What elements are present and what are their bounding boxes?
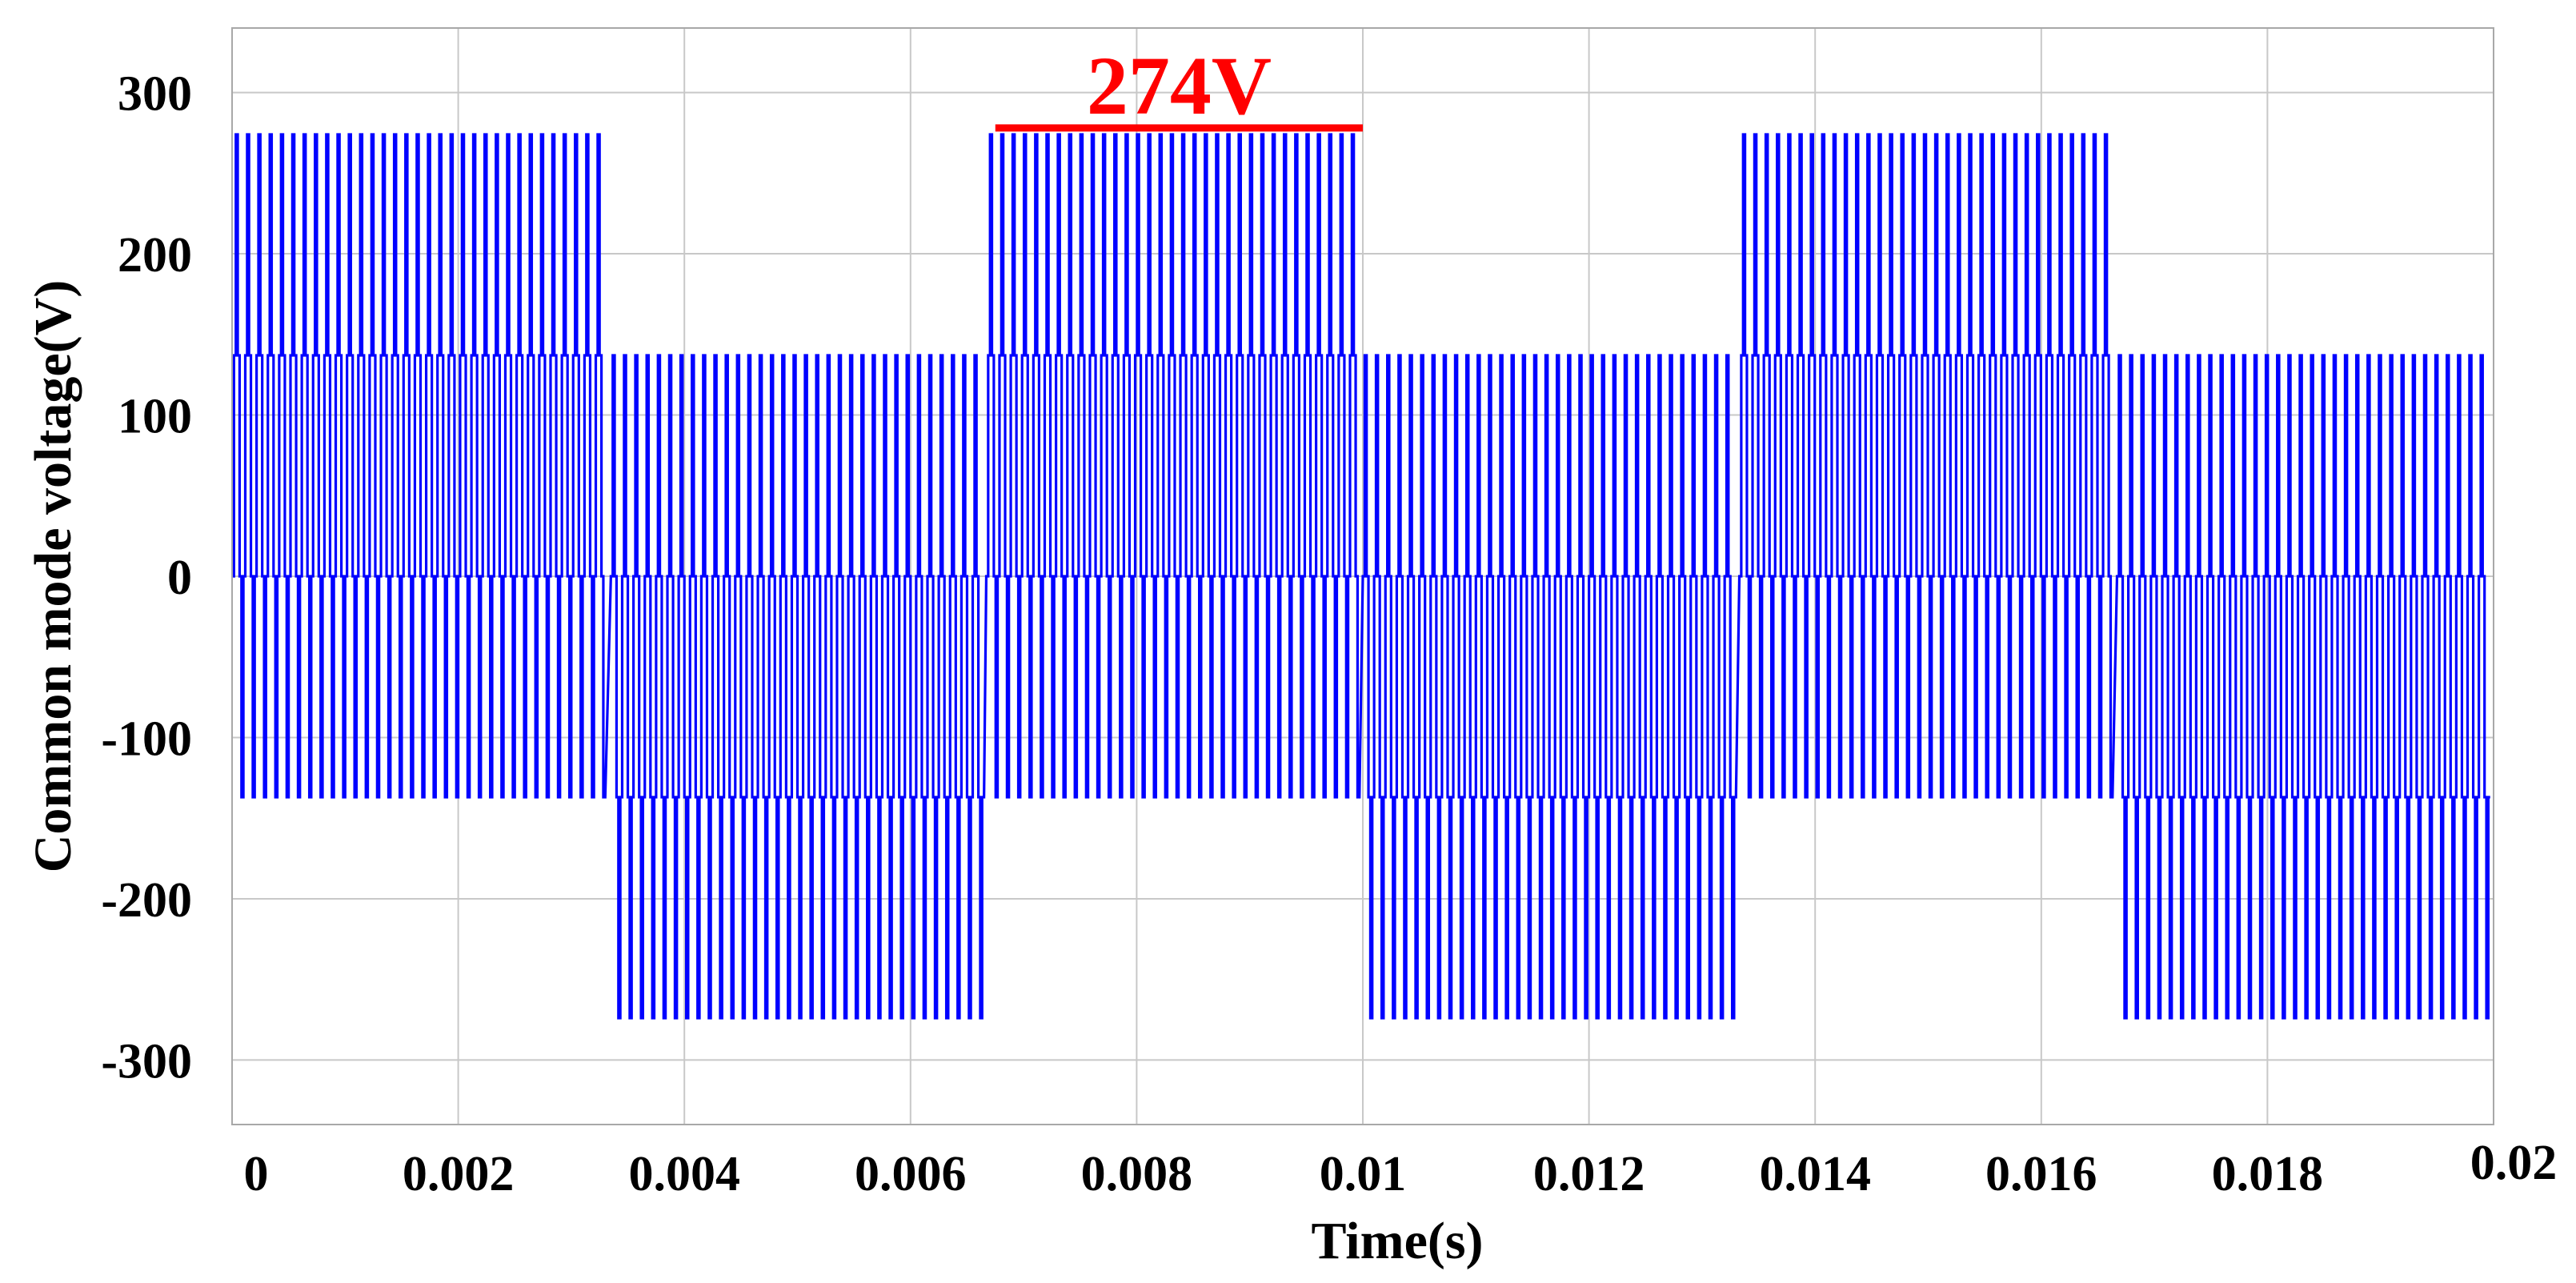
y-tick-labels: 300 200 100 0 -100 -200 -300 bbox=[101, 67, 192, 1089]
y-tick-label: 200 bbox=[118, 228, 192, 283]
x-tick-label: 0.01 bbox=[1320, 1147, 1407, 1201]
y-tick-label: -100 bbox=[101, 712, 192, 766]
x-tick-label: 0.014 bbox=[1759, 1147, 1871, 1201]
voltage-series bbox=[232, 133, 2490, 1020]
x-tick-labels: 0 0.002 0.004 0.006 0.008 0.01 0.012 0.014 0.016… bbox=[244, 1136, 2558, 1201]
series-line-0 bbox=[232, 133, 2490, 1020]
annotations: 274V bbox=[995, 40, 1363, 132]
annotation-label: 274V bbox=[1087, 40, 1272, 132]
y-tick-label: -200 bbox=[101, 873, 192, 928]
x-tick-label: 0.008 bbox=[1081, 1147, 1193, 1201]
y-axis-label: Common mode voltage(V) bbox=[24, 280, 82, 873]
grid bbox=[232, 28, 2494, 1125]
x-tick-label: 0.006 bbox=[855, 1147, 967, 1201]
x-tick-label: 0.02 bbox=[2470, 1136, 2558, 1190]
plot-border bbox=[231, 27, 2494, 1125]
y-tick-label: 100 bbox=[118, 390, 192, 444]
x-tick-label: 0.012 bbox=[1533, 1147, 1645, 1201]
y-tick-label: 300 bbox=[118, 67, 192, 122]
x-tick-label: 0.016 bbox=[1985, 1147, 2097, 1201]
x-axis-label: Time(s) bbox=[1311, 1212, 1483, 1270]
x-tick-label: 0.002 bbox=[403, 1147, 515, 1201]
x-tick-label: 0.018 bbox=[2212, 1147, 2324, 1201]
y-tick-label: 0 bbox=[167, 551, 192, 605]
x-tick-label: 0.004 bbox=[628, 1147, 740, 1201]
y-tick-label: -300 bbox=[101, 1034, 192, 1089]
x-tick-label: 0 bbox=[244, 1147, 269, 1201]
